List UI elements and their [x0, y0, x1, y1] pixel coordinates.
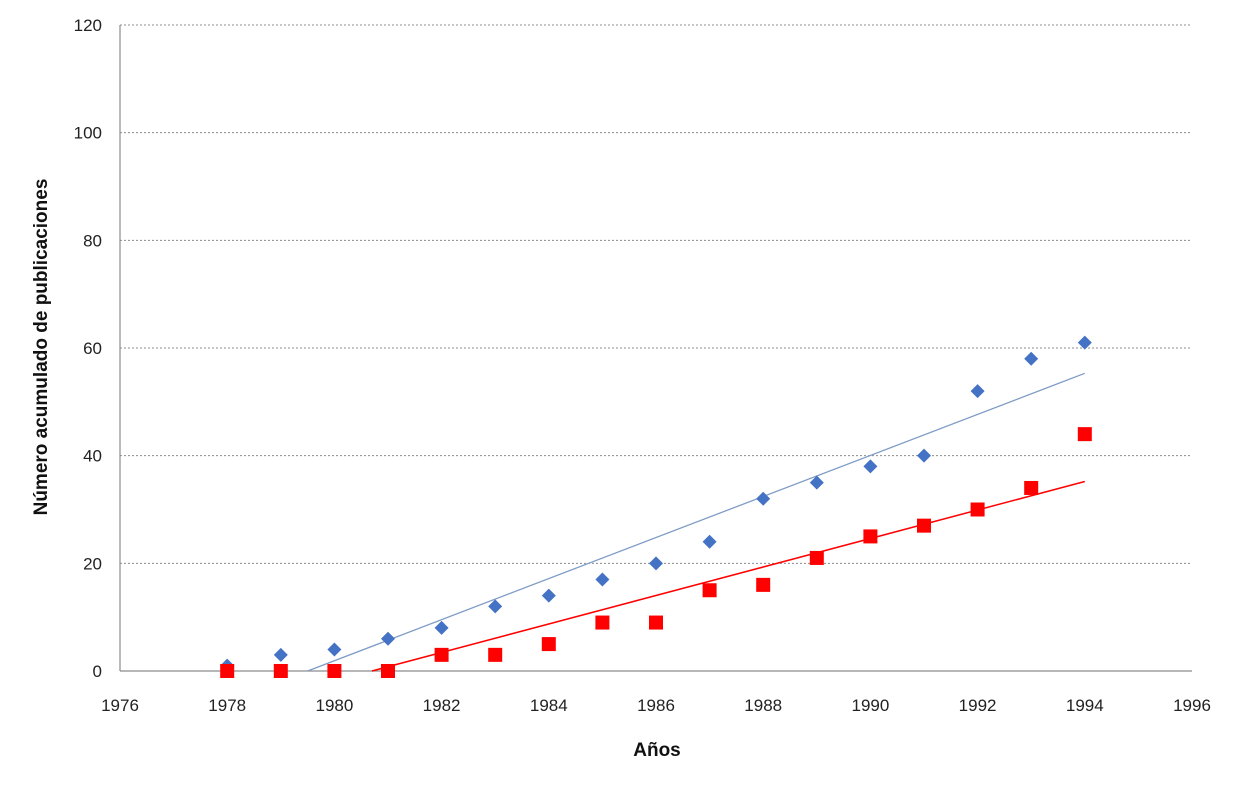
x-tick-label: 1978 — [208, 696, 246, 715]
x-tick-label: 1986 — [637, 696, 675, 715]
y-tick-label: 100 — [74, 124, 102, 143]
point-square — [1024, 480, 1039, 495]
trendline-series-2 — [371, 480, 1085, 672]
point-square — [756, 577, 771, 592]
point-square — [381, 664, 395, 678]
point-square — [809, 550, 824, 565]
x-tick-label: 1984 — [530, 696, 568, 715]
x-tick-label: 1980 — [315, 696, 353, 715]
x-axis-title: Años — [633, 740, 681, 761]
x-tick-label: 1988 — [744, 696, 782, 715]
point-square — [863, 529, 878, 544]
point-square — [702, 583, 717, 598]
x-tick-labels: 1976 1978 1980 1982 1984 1986 1988 1990 1992 1994… — [101, 696, 1211, 715]
point-square — [220, 664, 235, 678]
y-tick-label: 80 — [83, 231, 102, 250]
gridlines — [120, 24, 1192, 564]
point-square — [541, 637, 556, 652]
x-tick-label: 1982 — [423, 696, 461, 715]
point-square — [327, 664, 342, 678]
y-axis-title: Número acumulado de publicaciones — [31, 179, 52, 516]
point-diamond — [970, 384, 985, 399]
point-diamond — [917, 448, 931, 463]
point-diamond — [702, 534, 717, 549]
point-square — [273, 664, 288, 678]
point-diamond — [273, 647, 288, 662]
point-diamond — [595, 572, 610, 587]
y-tick-label: 60 — [83, 339, 102, 358]
point-square — [970, 502, 985, 517]
point-diamond — [434, 620, 449, 635]
point-square — [434, 647, 449, 662]
y-tick-label: 0 — [93, 662, 102, 681]
point-diamond — [1077, 335, 1092, 350]
point-square — [917, 518, 931, 533]
point-diamond — [488, 599, 503, 614]
point-diamond — [809, 475, 824, 490]
y-tick-labels: 0 20 40 60 80 100 120 — [74, 16, 102, 681]
point-square — [488, 647, 503, 662]
trendlines — [307, 372, 1086, 672]
data-points — [220, 335, 1092, 678]
point-diamond — [649, 556, 663, 571]
x-tick-label: 1992 — [959, 696, 997, 715]
y-tick-label: 120 — [74, 16, 102, 35]
axes — [119, 25, 1192, 672]
point-square — [649, 615, 663, 630]
point-diamond — [1024, 351, 1039, 366]
x-tick-label: 1976 — [101, 696, 139, 715]
point-diamond — [756, 491, 771, 506]
point-diamond — [327, 642, 342, 657]
point-diamond — [381, 631, 395, 646]
x-tick-label: 1990 — [851, 696, 889, 715]
point-square — [1077, 427, 1092, 442]
x-tick-label: 1994 — [1066, 696, 1104, 715]
x-tick-label: 1996 — [1173, 696, 1211, 715]
trendline-series-1 — [307, 372, 1086, 672]
point-square — [595, 615, 610, 630]
point-diamond — [541, 588, 556, 603]
y-tick-label: 40 — [83, 447, 102, 466]
point-diamond — [863, 459, 878, 474]
y-tick-label: 20 — [83, 554, 102, 573]
